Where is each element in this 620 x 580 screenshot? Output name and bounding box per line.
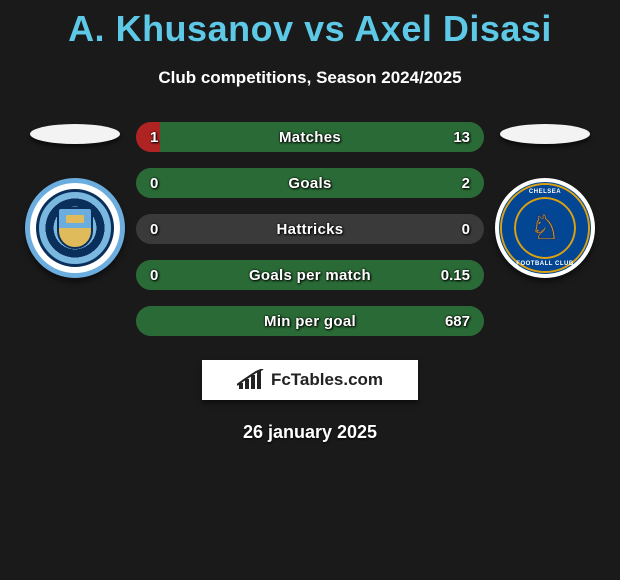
lion-icon: ♘: [530, 208, 560, 248]
main-row: 1Matches130Goals20Hattricks00Goals per m…: [0, 122, 620, 336]
date-label: 26 january 2025: [0, 422, 620, 443]
stat-value-right: 2: [410, 175, 470, 192]
crest-shield-icon: [57, 207, 93, 249]
stat-value-left: 0: [150, 175, 210, 192]
crest-inner-ring: [36, 189, 114, 267]
club-crest-right: CHELSEA ♘ FOOTBALL CLUB: [495, 178, 595, 278]
brand-text: FcTables.com: [271, 370, 383, 390]
stat-row: 0Goals per match0.15: [136, 260, 484, 290]
comparison-card: A. Khusanov vs Axel Disasi Club competit…: [0, 0, 620, 580]
stat-label: Goals: [210, 175, 410, 192]
stat-value-left: 0: [150, 221, 210, 238]
stats-column: 1Matches130Goals20Hattricks00Goals per m…: [136, 122, 484, 336]
stat-label: Goals per match: [210, 267, 410, 284]
stat-row: 0Goals2: [136, 168, 484, 198]
player-placeholder-right: [500, 124, 590, 144]
right-player-column: CHELSEA ♘ FOOTBALL CLUB: [490, 122, 600, 278]
brand-box: FcTables.com: [202, 360, 418, 400]
club-crest-left: [25, 178, 125, 278]
stat-label: Hattricks: [210, 221, 410, 238]
stat-value-left: 1: [150, 129, 210, 146]
subtitle: Club competitions, Season 2024/2025: [0, 68, 620, 88]
chart-icon: [237, 369, 265, 391]
page-title: A. Khusanov vs Axel Disasi: [0, 8, 620, 50]
crest-text-top: CHELSEA: [499, 189, 591, 195]
stat-label: Min per goal: [210, 313, 410, 330]
left-player-column: [20, 122, 130, 278]
stat-row: 1Matches13: [136, 122, 484, 152]
crest-text-bottom: FOOTBALL CLUB: [499, 261, 591, 267]
stat-value-right: 13: [410, 129, 470, 146]
stat-value-left: 0: [150, 267, 210, 284]
stat-label: Matches: [210, 129, 410, 146]
stat-value-right: 0.15: [410, 267, 470, 284]
stat-row: Min per goal687: [136, 306, 484, 336]
stat-value-right: 0: [410, 221, 470, 238]
stat-value-right: 687: [410, 313, 470, 330]
stat-row: 0Hattricks0: [136, 214, 484, 244]
player-placeholder-left: [30, 124, 120, 144]
